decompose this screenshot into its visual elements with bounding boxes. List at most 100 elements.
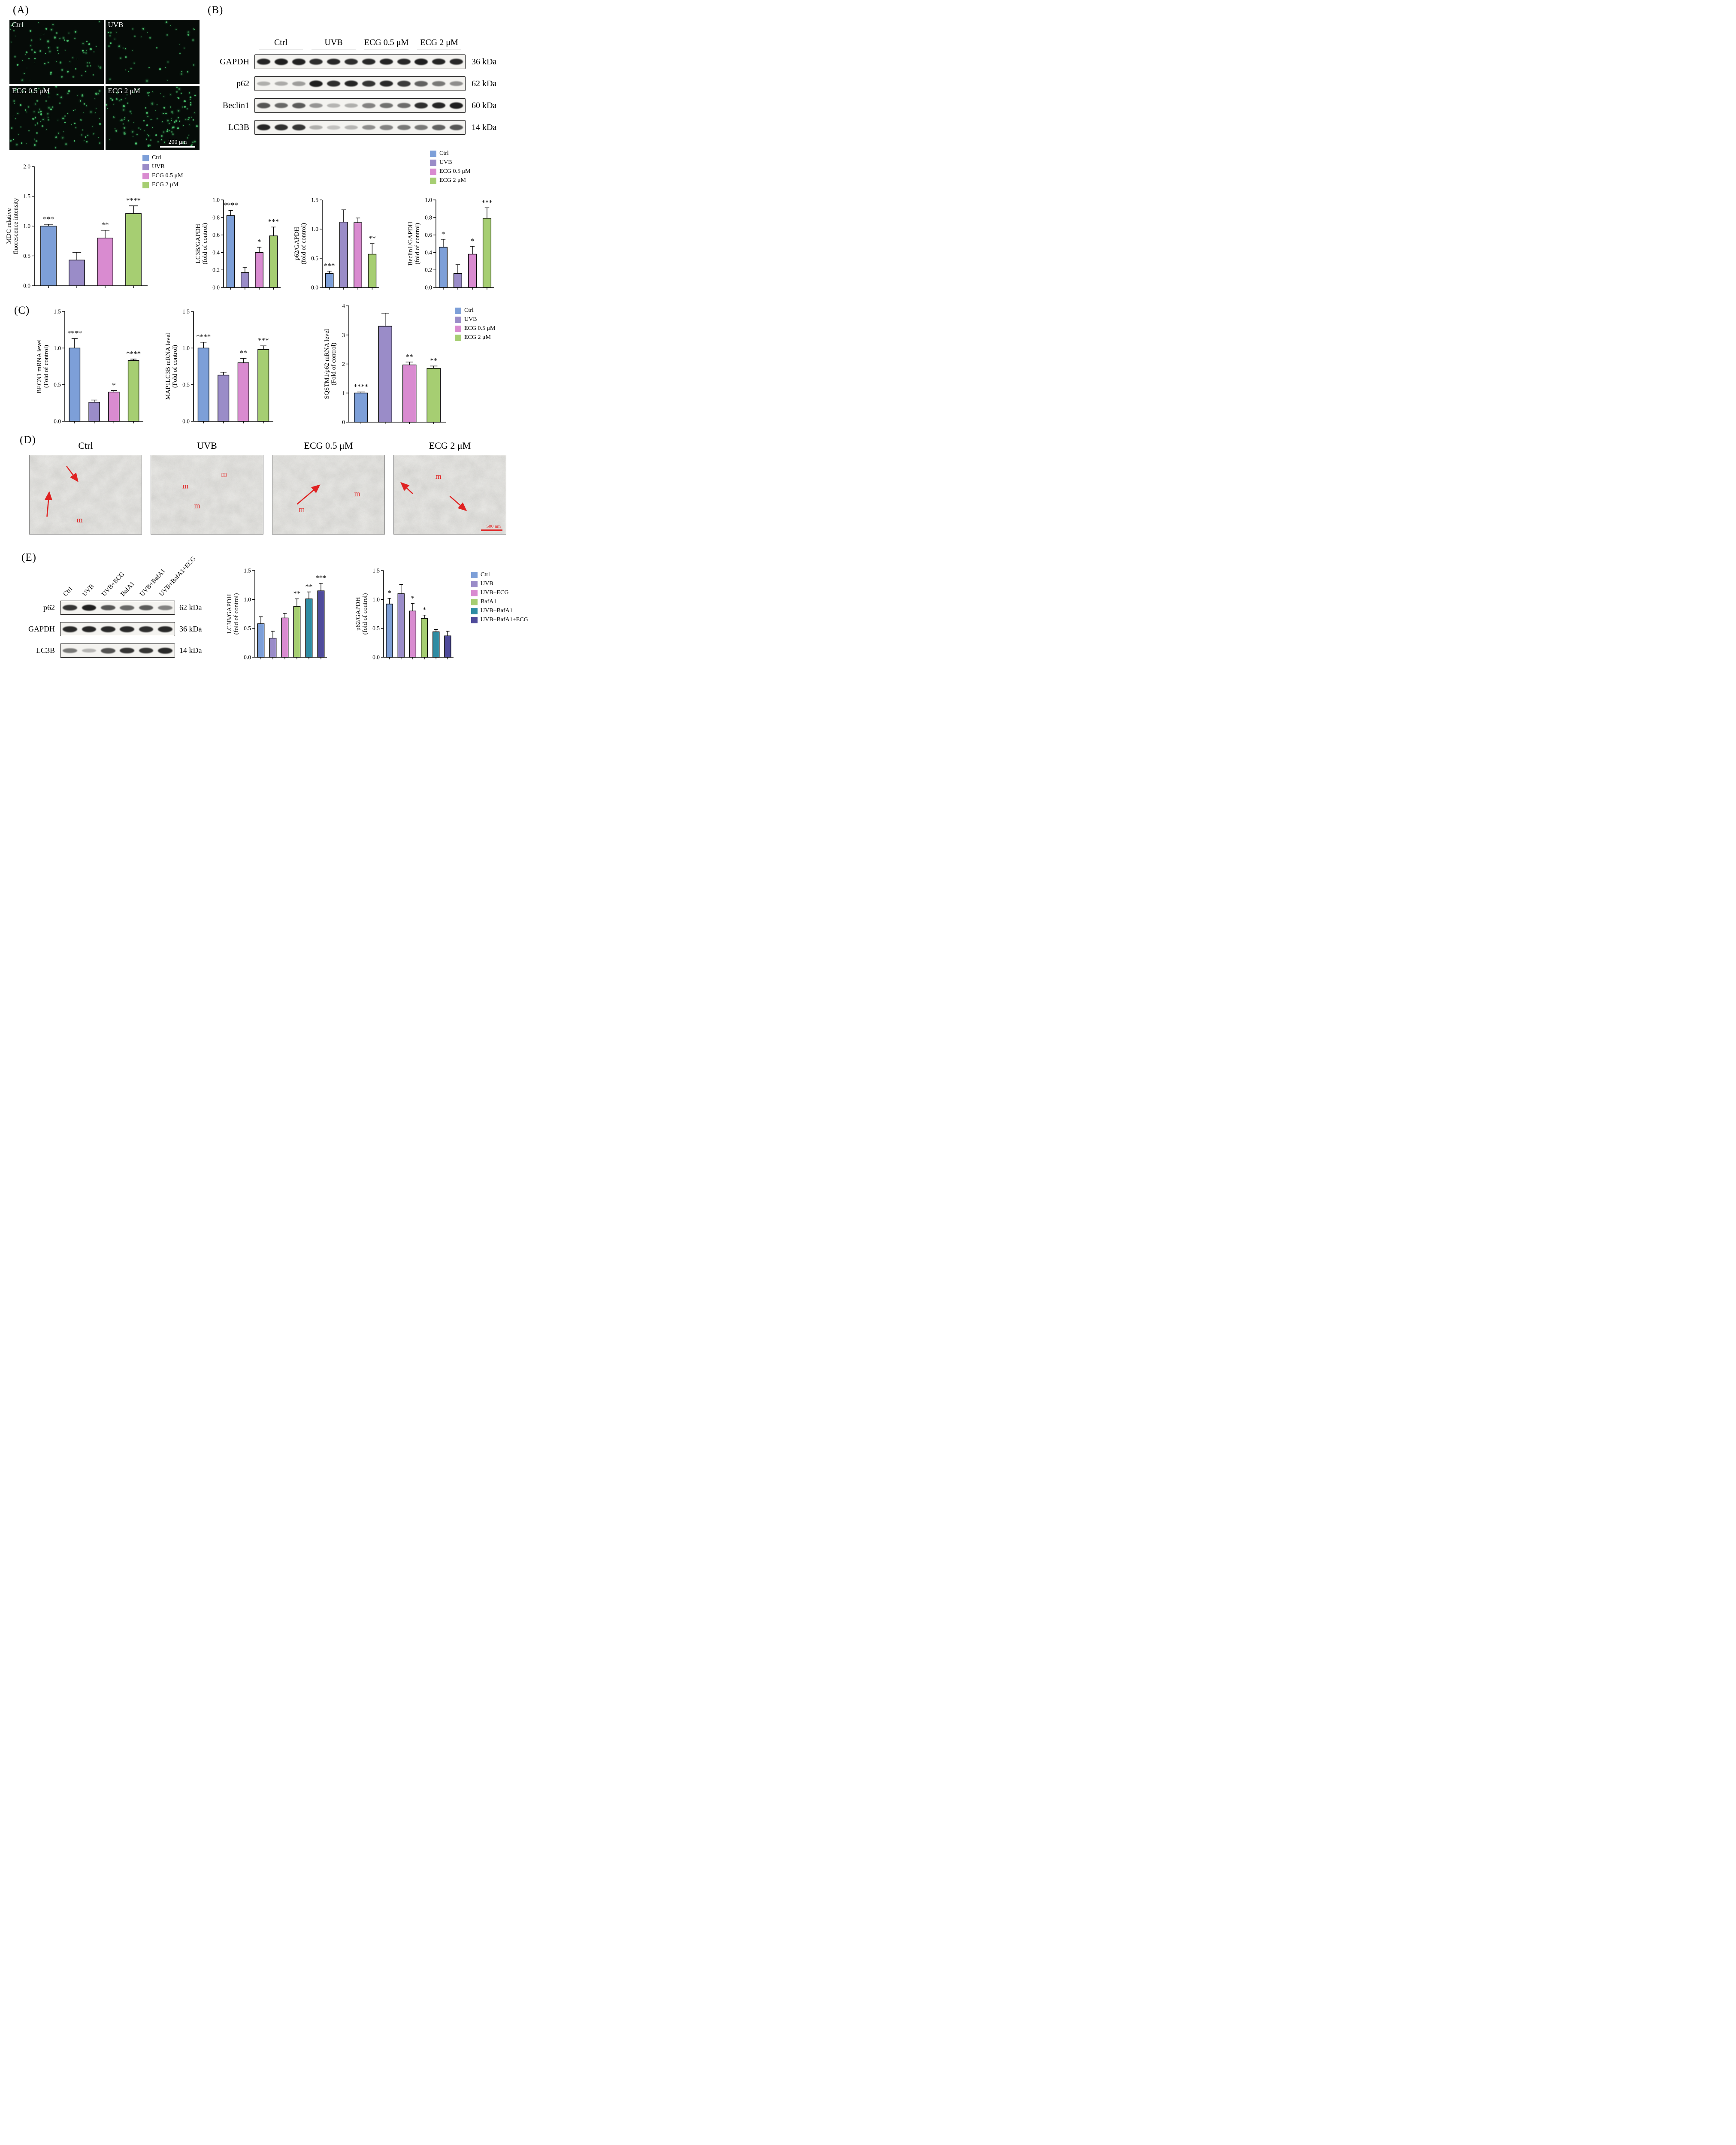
y-tick-label: 1.0 — [244, 596, 251, 603]
protein-band — [362, 103, 375, 108]
mitochondria-label: m — [194, 501, 200, 510]
bar — [482, 218, 492, 288]
fluorescent-dot — [166, 129, 168, 130]
fluorescent-dot — [47, 40, 49, 42]
legend-swatch — [142, 181, 149, 188]
bar — [293, 606, 301, 658]
autophagosome-arrow — [400, 482, 414, 495]
fluorescent-dot — [174, 121, 175, 123]
blot-strip — [254, 98, 466, 113]
fluorescent-dot — [13, 116, 15, 117]
legend-item: Ctrl — [142, 154, 183, 161]
protein-band — [362, 81, 375, 87]
fluorescent-dot — [86, 65, 88, 67]
fluorescent-dot — [109, 139, 111, 140]
fluorescent-dot — [45, 27, 47, 30]
y-tick-label: 1.0 — [212, 197, 220, 203]
fluorescent-dot — [88, 62, 91, 63]
y-tick-label: 1.0 — [425, 197, 432, 203]
fluorescent-dot — [15, 144, 18, 145]
fluorescent-dot — [98, 137, 99, 138]
legend-panel-a: Ctrl UVB ECG 0.5 μM ECG 2 μM — [142, 154, 183, 190]
fluorescent-dot — [95, 108, 97, 109]
y-tick-label: 1.5 — [372, 568, 380, 574]
fluorescent-dot — [146, 80, 148, 82]
group-label: ECG 2 μM — [420, 38, 458, 47]
fluorescent-dot — [14, 89, 16, 91]
fluorescent-dot — [159, 68, 161, 70]
fluorescent-dot — [74, 37, 76, 39]
fluorescent-dot — [72, 76, 74, 78]
blot-row: GAPDH 36 kDa — [209, 54, 506, 69]
bar-chart: SQSTM1/p62 mRNA level (Fold of control) 0 1… — [324, 303, 446, 426]
fluorescent-dot — [16, 63, 18, 66]
blot-row: p62 62 kDa — [209, 76, 506, 91]
significance-label: * — [387, 589, 391, 597]
fluorescent-dot — [30, 30, 31, 32]
fluorescent-dot — [162, 112, 164, 114]
protein-label: LC3B — [228, 122, 249, 132]
fluorescent-dot — [14, 103, 15, 104]
significance-label: ** — [430, 356, 437, 365]
fluorescent-dot — [151, 119, 153, 120]
significance-label: *** — [268, 218, 279, 226]
fluorescent-dot — [73, 140, 76, 142]
legend-label: UVB+BafA1+ECG — [481, 616, 528, 623]
protein-band — [345, 125, 358, 130]
protein-band — [274, 81, 288, 86]
protein-band — [397, 81, 411, 87]
scale-bar: 200 μm — [160, 139, 195, 148]
fluorescent-dot — [94, 98, 96, 100]
fluorescent-dot — [86, 62, 88, 63]
fluorescent-dot — [116, 92, 118, 94]
protein-band — [100, 605, 115, 610]
fluorescent-dot — [95, 46, 97, 47]
group-label: UVB — [324, 38, 343, 47]
chart-p62-gapdh-e: p62/GAPDH (fold of control) 0.0 0.5 1.0 1.5 * *… — [355, 567, 456, 664]
y-tick-label: 0.4 — [212, 249, 220, 256]
bar — [444, 635, 451, 658]
y-axis-label: MDC relative — [6, 208, 12, 244]
fluorescent-dot — [168, 122, 170, 124]
y-tick-label: 0.5 — [23, 253, 30, 259]
fluorescent-dot — [110, 32, 112, 33]
y-axis-label: (fold of control) — [300, 223, 307, 265]
fluorescent-dot — [90, 65, 91, 66]
fluorescent-dot — [144, 130, 145, 131]
protein-band — [450, 124, 463, 130]
group-label: Ctrl — [274, 38, 288, 47]
fluorescent-dot — [50, 109, 52, 111]
y-axis-label: LC3B/GAPDH — [195, 224, 202, 264]
significance-label: *** — [43, 215, 54, 223]
fluorescent-dot — [36, 132, 38, 134]
y-axis-label: LC3B/GAPDH — [227, 594, 233, 634]
fluorescent-dot — [27, 88, 28, 90]
fluorescent-dot — [149, 144, 151, 146]
fluorescent-dot — [181, 106, 183, 108]
mitochondria-label: m — [182, 481, 188, 490]
fluorescent-dot — [171, 111, 173, 113]
fluorescent-dot — [172, 127, 174, 129]
bar — [257, 623, 265, 658]
protein-band — [379, 103, 393, 109]
fluorescent-dot — [35, 140, 37, 142]
fluorescent-dot — [124, 133, 126, 135]
autophagosome-arrow — [44, 491, 53, 517]
fluorescent-dot — [155, 110, 156, 111]
legend-panel-b: Ctrl UVB ECG 0.5 μM ECG 2 μM — [430, 150, 470, 186]
fluorescent-dot — [67, 92, 69, 94]
fluorescent-dot — [13, 30, 15, 31]
blot-strip — [254, 76, 466, 91]
fluorescent-dot — [61, 69, 63, 71]
protein-band — [327, 58, 341, 65]
significance-label: **** — [224, 201, 238, 209]
mitochondria-label: m — [436, 472, 442, 480]
kda-label: 36 kDa — [472, 57, 497, 66]
fluorescent-dot — [40, 121, 41, 122]
fluorescent-dot — [33, 144, 36, 146]
legend-swatch — [455, 307, 461, 314]
bar — [127, 360, 139, 422]
fluorescent-dot — [60, 96, 63, 99]
protein-band — [414, 81, 428, 87]
protein-band — [379, 58, 393, 65]
